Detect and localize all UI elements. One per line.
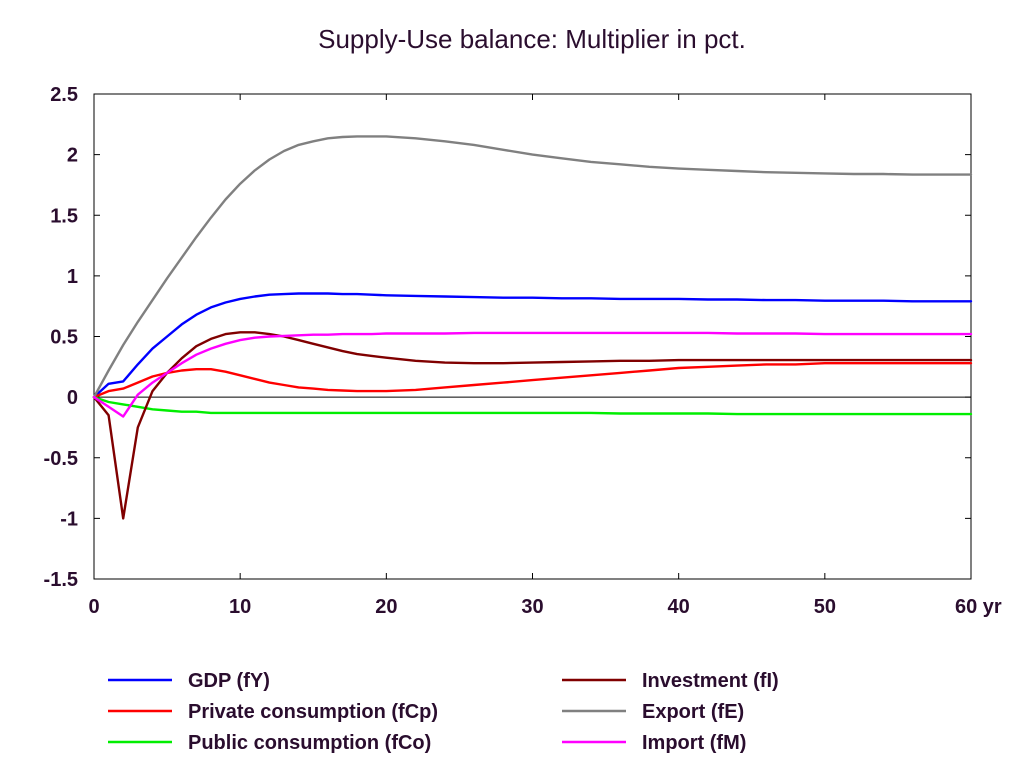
x-tick-label: 10 xyxy=(229,596,251,618)
legend-label: Import (fM) xyxy=(642,732,746,754)
legend-label: GDP (fY) xyxy=(188,670,270,692)
y-tick-label: 0 xyxy=(67,387,78,409)
legend-label: Public consumption (fCo) xyxy=(188,732,431,754)
series-line-2 xyxy=(92,362,973,399)
legend-label: Investment (fI) xyxy=(642,670,779,692)
y-tick-label: 2 xyxy=(67,145,78,167)
series-group xyxy=(92,135,973,520)
y-tick-label: 1.5 xyxy=(50,205,78,227)
y-tick-label: -0.5 xyxy=(44,448,78,470)
legend-label: Private consumption (fCp) xyxy=(188,701,438,723)
x-tick-label: 40 xyxy=(668,596,690,618)
series-line-1 xyxy=(92,292,973,399)
y-tick-label: 0.5 xyxy=(50,327,78,349)
y-tick-label: -1 xyxy=(60,508,78,530)
series-line-5 xyxy=(92,135,973,399)
y-tick-label: 1 xyxy=(67,266,78,288)
series-line-6 xyxy=(92,331,973,418)
series-line-4 xyxy=(92,331,973,520)
legend-label: Export (fE) xyxy=(642,701,744,723)
y-tick-label: -1.5 xyxy=(44,569,78,591)
x-tick-label: 50 xyxy=(814,596,836,618)
plot-frame xyxy=(93,93,972,580)
series-line-3 xyxy=(92,395,973,416)
x-tick-label: 60 yr xyxy=(955,596,1002,618)
legend: GDP (fY) Private consumption (fCp) Public … xyxy=(108,670,779,754)
x-tick-label: 0 xyxy=(88,596,99,618)
plot-area: 2.5 2 1.5 1 0.5 0 -0.5 -1 -1.5 0 10 20 30 40 50 60 yr xyxy=(44,84,1002,618)
chart-title: Supply-Use balance: Multiplier in pct. xyxy=(318,24,746,54)
x-tick-label: 30 xyxy=(521,596,543,618)
y-tick-label: 2.5 xyxy=(50,84,78,106)
x-tick-label: 20 xyxy=(375,596,397,618)
